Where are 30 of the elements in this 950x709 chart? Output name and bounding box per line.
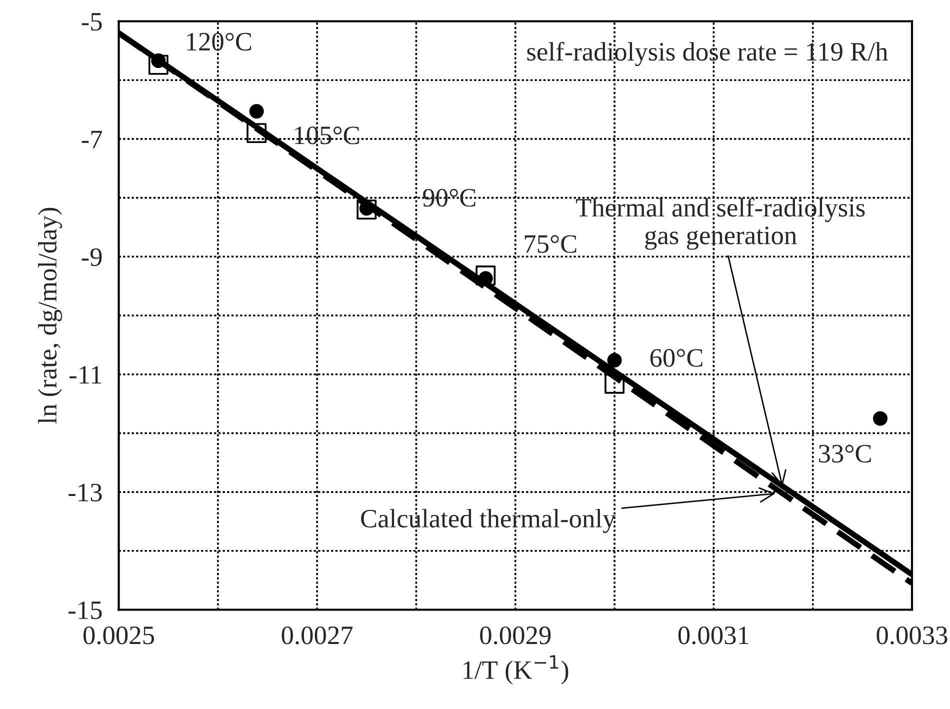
y-tick-label: -7 xyxy=(82,130,102,148)
annotation: Calculated thermal-only xyxy=(361,509,616,534)
point xyxy=(148,54,168,75)
x-tick-label: 0.0031 xyxy=(678,626,748,644)
y-axis-title: ln (rate, dg/mol/day) xyxy=(38,208,62,424)
annotation: 105°C xyxy=(295,126,359,144)
x-tick-label: 0.0027 xyxy=(282,626,353,644)
annotation: 33°C xyxy=(819,444,871,463)
annotation: 75°C xyxy=(524,235,576,253)
point xyxy=(604,374,624,394)
annotation: Thermal and self-radiolysis gas generation xyxy=(576,198,865,250)
annotation: 90°C xyxy=(423,188,476,207)
annotation: 60°C xyxy=(650,349,702,367)
point xyxy=(356,200,377,220)
x-axis-title: 1/T (K$^{−1}$) xyxy=(464,655,568,684)
point xyxy=(607,352,622,368)
y-tick-label: -15 xyxy=(68,601,102,620)
annotation: self-radiolysis dose rate = 119 R/h xyxy=(527,42,888,66)
point xyxy=(872,411,888,426)
annotation: 120°C xyxy=(187,32,252,51)
x-tick-label: 0.0025 xyxy=(83,626,154,644)
point xyxy=(249,104,264,119)
y-tick-label: -5 xyxy=(82,13,102,31)
y-tick-label: -11 xyxy=(70,366,102,384)
x-tick-label: 0.0029 xyxy=(480,626,551,644)
point xyxy=(246,123,267,144)
y-tick-label: -9 xyxy=(82,248,102,266)
x-tick-label: 0.0033 xyxy=(876,626,948,644)
point xyxy=(476,266,496,286)
y-tick-label: -13 xyxy=(68,484,102,502)
